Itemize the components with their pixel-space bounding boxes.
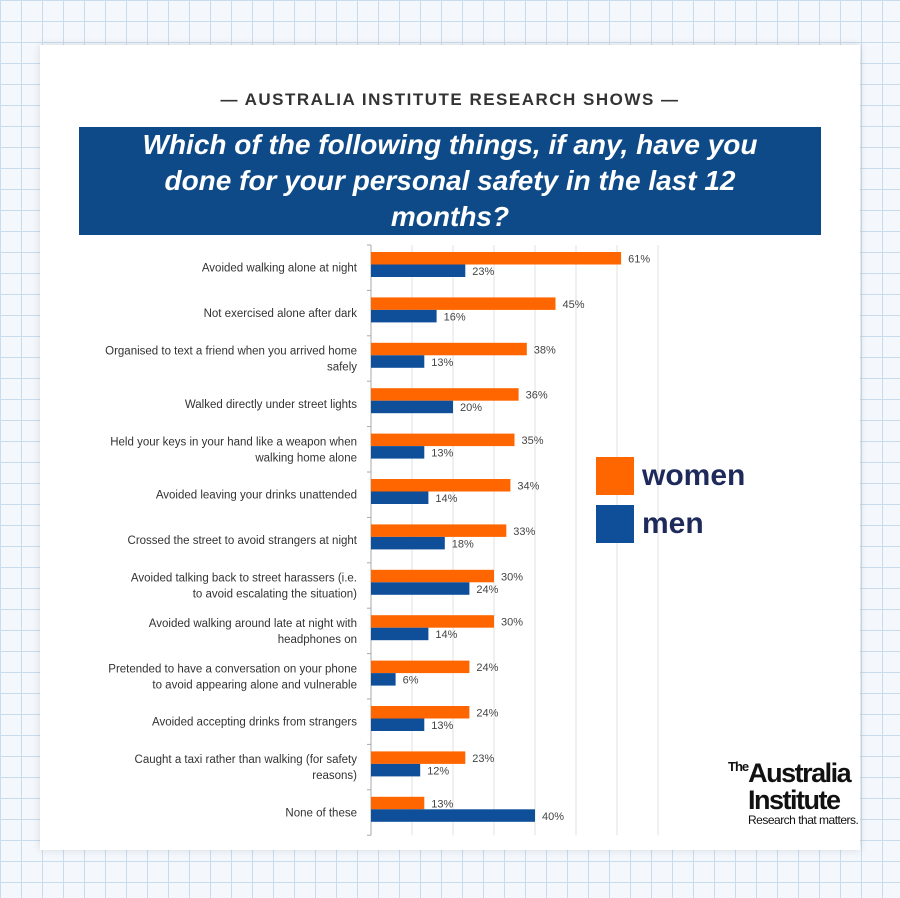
category-label: Walked directly under street lights [185, 399, 357, 411]
bar-women [371, 706, 470, 719]
data-label-men: 14% [435, 493, 457, 505]
bar-men [371, 491, 429, 504]
category-label: Not exercised alone after dark [204, 308, 358, 320]
bar-men [371, 264, 466, 277]
legend-label-men: men [642, 507, 704, 540]
logo-tagline: Research that matters. [748, 813, 859, 827]
chart-title: Which of the following things, if any, h… [79, 127, 821, 235]
bar-women [371, 569, 494, 583]
data-label-men: 13% [431, 448, 453, 460]
data-label-women: 33% [513, 526, 535, 538]
logo: TheAustralia Institute Research that mat… [728, 758, 859, 827]
category-label: Avoided walking around late at night wit… [149, 618, 357, 646]
data-label-men: 12% [427, 765, 449, 777]
category-label: Avoided talking back to street harassers… [131, 573, 357, 601]
category-label: None of these [285, 808, 357, 820]
data-label-men: 40% [542, 811, 564, 823]
data-label-women: 24% [476, 708, 498, 720]
bar-men [371, 446, 425, 459]
data-label-men: 24% [476, 584, 498, 596]
data-label-women: 23% [472, 753, 494, 765]
bar-men [371, 582, 470, 595]
bar-women [371, 796, 425, 810]
data-label-women: 24% [476, 662, 498, 674]
legend-men: men [596, 505, 704, 543]
bar-men [371, 355, 425, 368]
data-label-women: 30% [501, 617, 523, 629]
data-label-men: 13% [431, 357, 453, 369]
bar-men [371, 763, 421, 777]
category-label: Pretended to have a conversation on your… [108, 663, 357, 691]
bar-men [371, 400, 453, 414]
bar-men [371, 673, 396, 686]
bar-men [371, 536, 445, 550]
data-label-men: 6% [403, 675, 419, 687]
category-label: Avoided leaving your drinks unattended [156, 490, 357, 502]
data-label-men: 14% [435, 629, 457, 641]
category-label: Organised to text a friend when you arri… [105, 346, 357, 374]
category-label: Held your keys in your hand like a weapo… [110, 436, 357, 464]
bar-women [371, 660, 470, 674]
bar-women [371, 297, 556, 310]
bar-women [371, 479, 511, 492]
category-label: Avoided accepting drinks from strangers [152, 717, 357, 729]
bar-women [371, 615, 494, 628]
chart-title-text: Which of the following things, if any, h… [142, 129, 758, 232]
data-label-women: 34% [517, 481, 539, 493]
kicker: — AUSTRALIA INSTITUTE RESEARCH SHOWS — [220, 90, 680, 109]
bar-men [371, 809, 535, 822]
data-label-men: 23% [472, 266, 494, 278]
data-label-women: 36% [526, 390, 548, 402]
data-label-women: 13% [431, 798, 453, 810]
bar-women [371, 751, 466, 764]
bar-men [371, 718, 425, 731]
bar-women [371, 388, 519, 401]
data-label-women: 35% [522, 435, 544, 447]
category-label: Crossed the street to avoid strangers at… [128, 535, 358, 547]
bar-women [371, 524, 507, 537]
data-label-men: 18% [452, 538, 474, 550]
bar-women [371, 252, 622, 265]
bar-women [371, 342, 527, 356]
legend-swatch-men [596, 505, 634, 543]
data-label-women: 38% [534, 344, 556, 356]
legend-women: women [596, 457, 745, 495]
bar-men [371, 627, 429, 641]
bar-men [371, 309, 437, 323]
category-label: Caught a taxi rather than walking (for s… [135, 754, 358, 782]
data-label-women: 45% [563, 299, 585, 311]
legend-swatch-women [596, 457, 634, 495]
data-label-women: 61% [628, 254, 650, 266]
category-label: Avoided walking alone at night [202, 263, 358, 275]
data-label-men: 20% [460, 402, 482, 414]
data-label-women: 30% [501, 571, 523, 583]
data-label-men: 16% [444, 311, 466, 323]
logo-the: The [728, 759, 749, 774]
data-label-men: 13% [431, 720, 453, 732]
legend-label-women: women [642, 459, 746, 492]
bar-women [371, 433, 515, 447]
logo-line2: Institute [748, 785, 841, 815]
logo-line1: Australia [748, 758, 852, 788]
